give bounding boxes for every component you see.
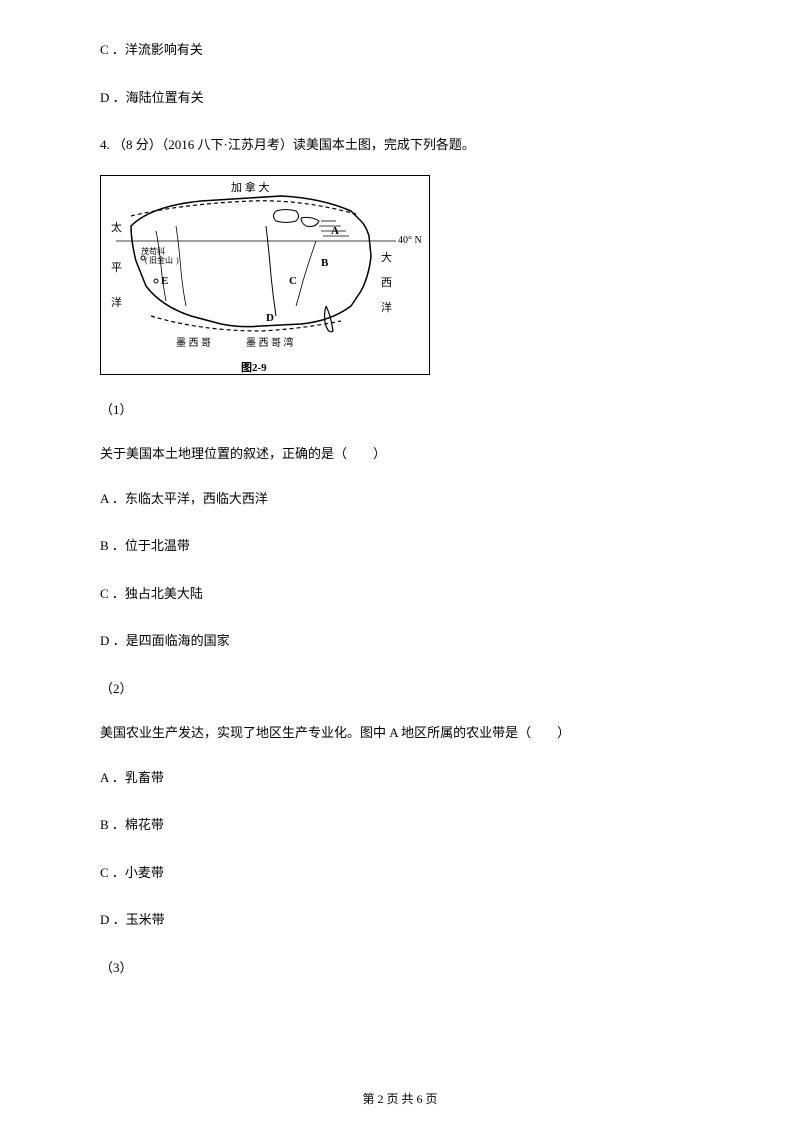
svg-text:茂苟科: 茂苟科: [141, 246, 165, 256]
svg-text:洋: 洋: [111, 295, 122, 309]
sub1-option-b: B ．位于北温带: [100, 536, 700, 556]
svg-text:A: A: [331, 225, 339, 237]
sub-question-3-num: （3）: [100, 958, 700, 978]
page-footer: 第 2 页 共 6 页: [0, 1090, 800, 1107]
usa-map-svg: 加 拿 大 太 平 洋 茂苟科 ( 旧金山 ) 40° N 大 西 洋 墨 西 …: [101, 176, 430, 375]
sub2-option-d: D ．玉米带: [100, 910, 700, 930]
svg-text:(: (: [145, 256, 148, 265]
usa-map-figure: 加 拿 大 太 平 洋 茂苟科 ( 旧金山 ) 40° N 大 西 洋 墨 西 …: [100, 175, 430, 375]
svg-text:加 拿 大: 加 拿 大: [231, 180, 270, 194]
svg-text:太: 太: [111, 221, 122, 234]
svg-text:): ): [176, 256, 179, 265]
sub2-option-c: C ．小麦带: [100, 863, 700, 883]
svg-text:西: 西: [381, 277, 392, 289]
option-d-prev: D ．海陆位置有关: [100, 88, 700, 108]
svg-text:40° N: 40° N: [398, 235, 422, 246]
svg-text:E: E: [161, 275, 168, 287]
svg-text:平: 平: [111, 262, 122, 274]
svg-text:大: 大: [381, 250, 392, 264]
svg-text:洋: 洋: [381, 300, 392, 314]
sub1-option-d: D ．是四面临海的国家: [100, 631, 700, 651]
question-4-intro: 4. （8 分）（2016 八下·江苏月考）读美国本土图，完成下列各题。: [100, 135, 700, 155]
svg-text:墨 西 哥 湾: 墨 西 哥 湾: [246, 336, 294, 349]
sub2-option-a: A ．乳畜带: [100, 768, 700, 788]
sub1-option-c: C ．独占北美大陆: [100, 584, 700, 604]
svg-text:D: D: [266, 312, 274, 324]
option-c-prev: C ．洋流影响有关: [100, 40, 700, 60]
sub-question-1-num: （1）: [100, 400, 700, 420]
svg-text:旧金山: 旧金山: [149, 255, 173, 265]
svg-text:墨 西 哥: 墨 西 哥: [176, 337, 211, 349]
sub-question-1-text: 关于美国本土地理位置的叙述，正确的是（ ）: [100, 444, 700, 464]
svg-text:图2-9: 图2-9: [241, 361, 267, 374]
svg-text:B: B: [321, 257, 329, 269]
sub1-option-a: A ．东临太平洋，西临大西洋: [100, 489, 700, 509]
sub-question-2-num: （2）: [100, 679, 700, 699]
svg-text:C: C: [289, 275, 297, 287]
sub-question-2-text: 美国农业生产发达，实现了地区生产专业化。图中 A 地区所属的农业带是（ ）: [100, 723, 700, 743]
sub2-option-b: B ．棉花带: [100, 815, 700, 835]
